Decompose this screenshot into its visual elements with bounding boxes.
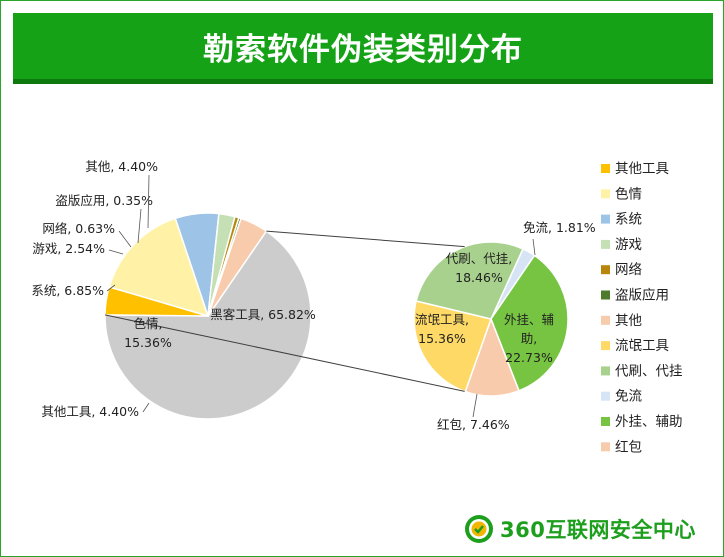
legend-swatch-3	[601, 239, 610, 249]
legend-label-9: 免流	[615, 389, 643, 405]
legend-label-4: 网络	[615, 262, 643, 278]
main-label-3: 系统, 6.85%	[31, 283, 104, 298]
legend-label-0: 其他工具	[615, 161, 669, 177]
legend-swatch-6	[601, 315, 610, 325]
sub-pie	[413, 241, 569, 397]
main-leader-3	[106, 284, 116, 292]
sub-label-1: 外挂、辅助, 22.73%	[504, 312, 554, 365]
legend-swatch-8	[601, 366, 610, 376]
sub-slice-4	[415, 241, 524, 320]
main-leader-1	[142, 402, 150, 413]
sub-label-4: 代刷、代挂, 18.46%	[446, 251, 512, 285]
main-label-6: 盗版应用, 0.35%	[55, 193, 153, 208]
legend-swatch-7	[601, 341, 610, 351]
data-labels: 黑客工具, 65.82% 其他工具, 4.40% 色情, 15.36% 系统, 6.85…	[31, 159, 595, 432]
sub-label-2: 红包, 7.46%	[437, 417, 510, 432]
sub-label-3: 流氓工具, 15.36%	[415, 312, 469, 346]
legend-label-2: 系统	[615, 212, 642, 228]
main-leader-5	[118, 230, 132, 248]
logo-text: 360互联网安全中心	[500, 518, 696, 542]
legend-label-5: 盗版应用	[615, 287, 669, 304]
main-slice-7	[207, 217, 268, 317]
legend-swatch-1	[601, 189, 610, 199]
legend-swatch-2	[601, 214, 610, 224]
page-title: 勒索软件伪装类别分布	[203, 31, 523, 68]
main-label-4: 游戏, 2.54%	[32, 241, 105, 256]
sub-leader-2	[472, 393, 478, 418]
legend-swatch-9	[601, 391, 610, 401]
main-label-1: 其他工具, 4.40%	[41, 404, 139, 419]
main-leader-4	[108, 249, 124, 255]
legend-label-8: 代刷、代挂	[615, 363, 683, 379]
main-pie	[104, 212, 312, 420]
main-slice-0	[104, 230, 312, 420]
sub-label-0: 免流, 1.81%	[523, 220, 596, 235]
connector-lines	[104, 230, 465, 392]
sub-leader-0	[532, 238, 536, 256]
legend-swatch-4	[601, 265, 610, 275]
legend-label-1: 色情	[615, 185, 642, 202]
connector-top	[266, 230, 465, 248]
legend-label-10: 外挂、辅助	[615, 414, 683, 430]
legend-label-6: 其他	[615, 313, 642, 329]
connector-bottom	[104, 314, 465, 392]
legend-label-11: 红包	[615, 439, 642, 455]
main-leader-6	[137, 208, 142, 244]
legend-swatch-10	[601, 417, 610, 426]
legend-swatch-5	[601, 290, 610, 300]
legend-label-7: 流氓工具	[615, 338, 669, 354]
shield-logo-icon	[465, 515, 493, 543]
legend-swatch-0	[601, 164, 610, 173]
legend-swatch-11	[601, 442, 610, 452]
main-label-0: 黑客工具, 65.82%	[210, 307, 316, 322]
main-label-2: 色情, 15.36%	[124, 316, 172, 350]
sub-slice-1	[490, 254, 569, 392]
main-label-7: 其他, 4.40%	[85, 159, 158, 174]
sub-slice-3	[413, 300, 492, 393]
legend-label-3: 游戏	[615, 237, 642, 253]
main-label-5: 网络, 0.63%	[42, 221, 115, 236]
title-bar: 勒索软件伪装类别分布	[13, 13, 713, 84]
logo: 360互联网安全中心	[464, 511, 696, 547]
main-leader-7	[147, 174, 150, 229]
